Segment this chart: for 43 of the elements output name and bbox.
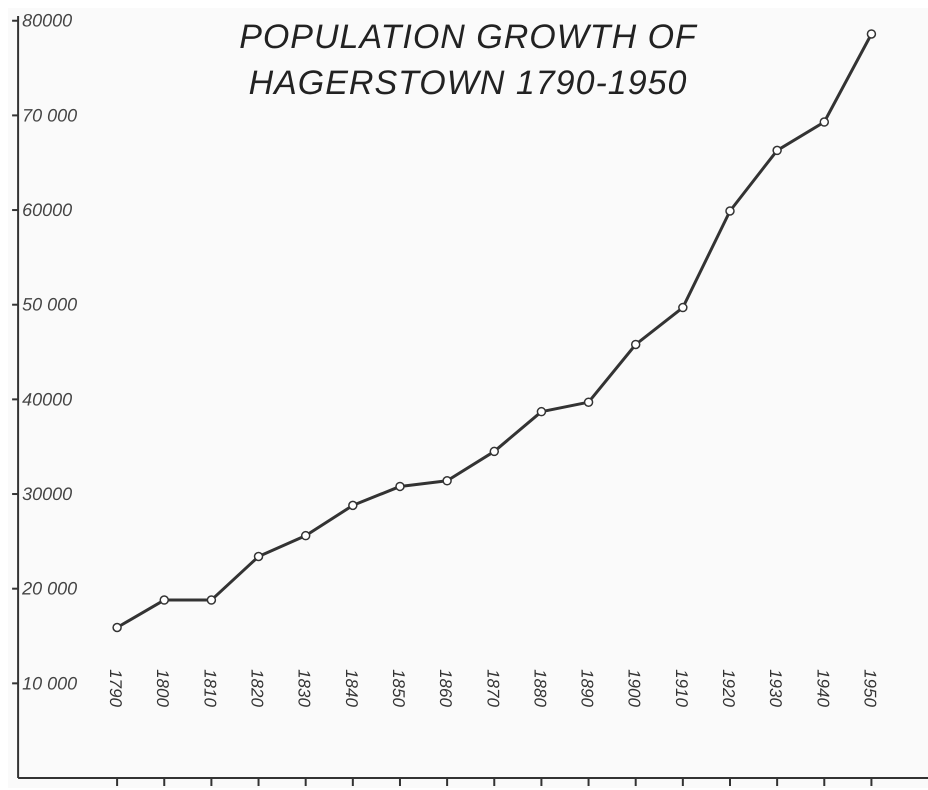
y-tick-label: 70 000 [22,105,78,126]
x-tick-label: 1830 [294,669,314,708]
point [772,146,782,156]
x-tick-label: 1790 [106,669,126,708]
text: POPULATION GROWTH OF HAGERSTOWN 1790-1950 [238,17,698,104]
x-tick-label: 1870 [483,669,502,708]
x-tick-label: 1930 [766,669,786,708]
x-tick-label: 1860 [436,669,456,708]
x-tick-label: 1820 [248,669,267,708]
x-tick-label: 1880 [530,669,550,708]
x-tick-label: 1940 [813,669,832,708]
point [820,117,830,127]
point [254,552,264,562]
point [442,476,452,486]
y-tick-label: 10 000 [22,673,78,694]
point [490,446,500,456]
x-tick-label: 1840 [342,669,361,708]
point [300,530,310,540]
x-tick-label: 1950 [860,669,880,708]
x-tick-label: 1890 [578,669,597,708]
x-tick-label: 1800 [153,669,172,708]
x-tick-label: 1900 [624,669,644,708]
point [395,482,405,492]
x-tick-label: 1850 [388,669,408,708]
point [160,595,169,605]
point [536,406,546,416]
y-tick-label: 40000 [22,389,72,410]
y-tick-label: 20 000 [21,578,78,599]
point [678,302,688,312]
y-tick-label: 60000 [22,200,72,220]
point [112,622,122,632]
point [630,340,640,350]
x-tick-label: 1910 [672,669,691,708]
y-tick-label: 80000 [22,10,72,31]
point [866,29,876,39]
point [348,500,358,510]
y-tick-label: 30000 [22,484,72,504]
x-tick-label: 1810 [200,669,220,708]
y-tick-label: 50 000 [22,294,78,315]
point [725,206,735,216]
point [206,595,216,605]
point [584,397,594,407]
x-tick-label: 1920 [718,669,738,708]
